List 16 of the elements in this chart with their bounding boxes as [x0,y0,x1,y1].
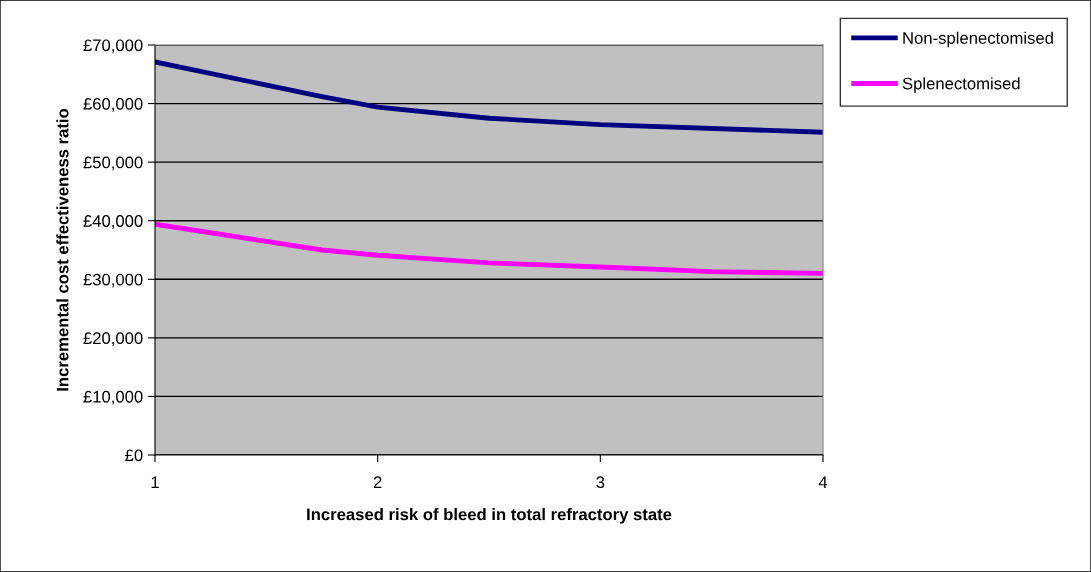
x-tick-label: 2 [373,476,382,488]
y-tick-label: £70,000 [83,39,143,54]
y-tick-label: £60,000 [83,97,143,112]
y-tick-label: £30,000 [83,273,143,288]
y-tick-label: £0 [125,449,143,462]
x-axis-title: Increased risk of bleed in total refractory state [307,508,672,524]
y-tick-label: £50,000 [83,156,143,171]
legend-label: Splenectomised [902,77,1020,93]
legend-label: Non-splenectomised [903,31,1053,48]
x-tick-label: 4 [818,476,828,488]
y-tick-label: £20,000 [83,332,143,347]
y-axis-title: Incremental cost effectiveness ratio [56,108,69,391]
x-tick-label: 3 [596,476,605,489]
x-tick-label: 1 [151,476,159,488]
y-tick-label: £40,000 [83,215,143,229]
y-tick-label: £10,000 [83,390,143,405]
